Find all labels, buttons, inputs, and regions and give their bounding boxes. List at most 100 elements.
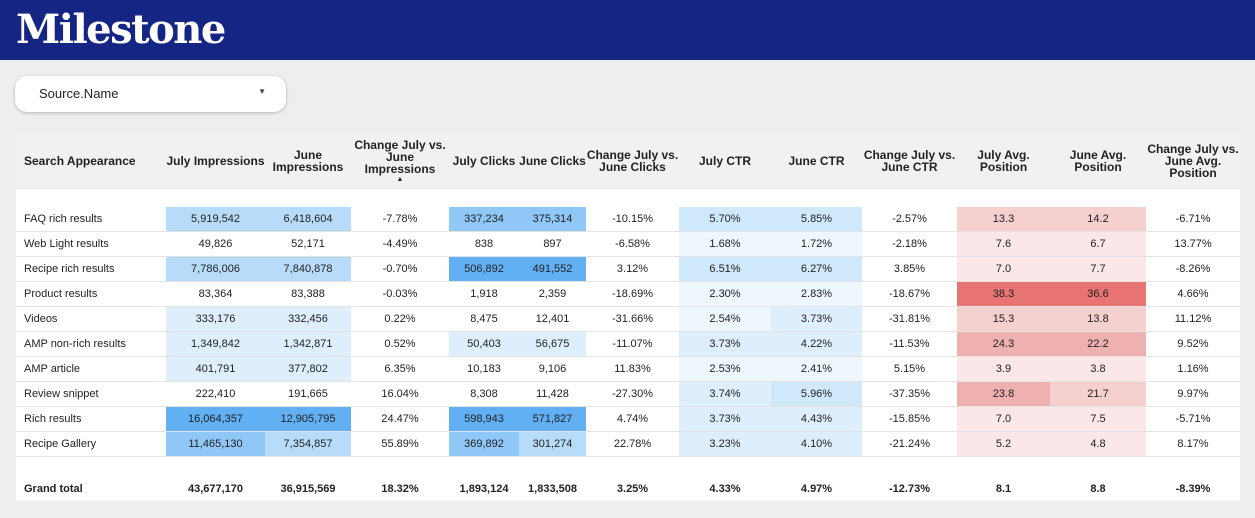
cell-june-ctr: 1.72% (771, 232, 862, 256)
column-header-july-ctr[interactable]: July CTR (679, 133, 771, 189)
column-header-change-july-vs-june-ctr[interactable]: Change July vs. June CTR (862, 133, 957, 189)
total-change-july-vs-june-ctr: -12.73% (889, 483, 930, 495)
cell-july-avg-position: 24.3 (957, 332, 1050, 356)
cell-change-july-vs-june-impressions: 24.47% (381, 413, 419, 425)
cell-july-ctr: 3.74% (679, 382, 771, 406)
cell-july-impressions: 7,786,006 (166, 257, 265, 281)
cell-july-impressions: 401,791 (166, 357, 265, 381)
cell-july-avg-position: 23.8 (957, 382, 1050, 406)
table-row-recipe-gallery[interactable]: Recipe Gallery 11,465,130 7,354,857 55.89% 3… (16, 432, 1240, 457)
cell-july-clicks: 598,943 (449, 407, 519, 431)
cell-change-july-vs-june-impressions: -0.03% (382, 288, 418, 300)
column-header-change-july-vs-june-avg-position[interactable]: Change July vs. June Avg. Position (1146, 133, 1240, 189)
total-july-avg-position: 8.1 (995, 483, 1012, 495)
column-header-june-avg-position[interactable]: June Avg. Position (1050, 133, 1146, 189)
cell-june-clicks: 571,827 (519, 407, 586, 431)
cell-change-july-vs-june-avg-position: 13.77% (1174, 238, 1212, 250)
cell-change-july-vs-june-impressions: 0.52% (384, 338, 416, 350)
cell-june-avg-position: 7.7 (1050, 257, 1146, 281)
table-row-recipe-rich-results[interactable]: Recipe rich results 7,786,006 7,840,878 -0.… (16, 257, 1240, 282)
cell-change-july-vs-june-ctr: -11.53% (889, 338, 930, 350)
cell-june-ctr: 2.41% (771, 357, 862, 381)
column-header-label: June CTR (788, 154, 845, 168)
cell-change-july-vs-june-impressions: -0.70% (382, 263, 418, 275)
cell-june-impressions: 52,171 (291, 238, 325, 250)
cell-june-impressions: 1,342,871 (265, 332, 351, 356)
table-row-amp-non-rich-results[interactable]: AMP non-rich results 1,349,842 1,342,871 0.… (16, 332, 1240, 357)
column-header-july-impressions[interactable]: July Impressions (166, 133, 265, 189)
cell-july-clicks: 506,892 (449, 257, 519, 281)
cell-change-july-vs-june-clicks: -31.66% (612, 313, 653, 325)
cell-change-july-vs-june-avg-position: 9.52% (1177, 338, 1209, 350)
total-july-ctr: 4.33% (709, 483, 741, 495)
cell-june-avg-position: 22.2 (1050, 332, 1146, 356)
column-header-label: July CTR (698, 154, 751, 168)
column-header-change-july-vs-june-clicks[interactable]: Change July vs. June Clicks (586, 133, 679, 189)
cell-june-ctr: 2.83% (771, 282, 862, 306)
row-label: Rich results (24, 413, 82, 425)
column-header-label: Change July vs. June Impressions (354, 137, 446, 176)
cell-change-july-vs-june-impressions: -4.49% (382, 238, 418, 250)
column-header-search-appearance[interactable]: Search Appearance (16, 133, 166, 189)
table-row-product-results[interactable]: Product results 83,364 83,388 -0.03% 1,918 2,… (16, 282, 1240, 307)
table-header: Search Appearance July Impressions June Im… (16, 133, 1240, 189)
cell-june-ctr: 4.43% (771, 407, 862, 431)
cell-july-impressions: 16,064,357 (166, 407, 265, 431)
cell-july-impressions: 5,919,542 (166, 207, 265, 231)
row-label: Web Light results (24, 238, 109, 250)
cell-july-clicks: 8,308 (470, 388, 498, 400)
row-label: AMP article (24, 363, 81, 375)
cell-change-july-vs-june-clicks: 3.12% (616, 263, 649, 275)
cell-change-july-vs-june-ctr: -15.85% (889, 413, 930, 425)
table-row-amp-article[interactable]: AMP article 401,791 377,802 6.35% 10,183 9,10… (16, 357, 1240, 382)
total-june-impressions: 36,915,569 (280, 483, 336, 495)
column-header-label: June Clicks (519, 154, 586, 168)
cell-june-clicks: 491,552 (519, 257, 586, 281)
source-name-filter-dropdown[interactable]: Source.Name ▼ (15, 76, 286, 112)
cell-change-july-vs-june-ctr: -18.67% (889, 288, 930, 300)
table-row-web-light-results[interactable]: Web Light results 49,826 52,171 -4.49% 838 89… (16, 232, 1240, 257)
cell-july-ctr: 3.23% (679, 432, 771, 456)
cell-july-ctr: 5.70% (679, 207, 771, 231)
cell-july-avg-position: 7.0 (957, 407, 1050, 431)
cell-change-july-vs-june-avg-position: 11.12% (1174, 313, 1212, 325)
cell-july-clicks: 369,892 (449, 432, 519, 456)
row-label: Product results (24, 288, 98, 300)
cell-change-july-vs-june-avg-position: 8.17% (1177, 438, 1209, 450)
cell-july-clicks: 8,475 (470, 313, 498, 325)
cell-june-impressions: 332,456 (265, 307, 351, 331)
cell-july-clicks: 10,183 (467, 363, 501, 375)
column-header-label: July Clicks (452, 154, 516, 168)
cell-change-july-vs-june-clicks: -18.69% (612, 288, 653, 300)
cell-june-impressions: 7,840,878 (265, 257, 351, 281)
column-header-july-clicks[interactable]: July Clicks (449, 133, 519, 189)
cell-change-july-vs-june-ctr: 5.15% (893, 363, 926, 375)
cell-change-july-vs-june-avg-position: -6.71% (1175, 213, 1211, 225)
cell-change-july-vs-june-clicks: -27.30% (612, 388, 653, 400)
table-row-videos[interactable]: Videos 333,176 332,456 0.22% 8,475 12,401 -31.… (16, 307, 1240, 332)
table-row-faq-rich-results[interactable]: FAQ rich results 5,919,542 6,418,604 -7.78%… (16, 207, 1240, 232)
table-row-rich-results[interactable]: Rich results 16,064,357 12,905,795 24.47% 59… (16, 407, 1240, 432)
cell-july-clicks: 337,234 (449, 207, 519, 231)
cell-june-impressions: 7,354,857 (265, 432, 351, 456)
total-change-july-vs-june-clicks: 3.25% (616, 483, 649, 495)
cell-change-july-vs-june-ctr: -31.81% (889, 313, 930, 325)
table-row-review-snippet[interactable]: Review snippet 222,410 191,665 16.04% 8,308 1… (16, 382, 1240, 407)
cell-june-clicks: 12,401 (535, 313, 570, 325)
cell-change-july-vs-june-ctr: -2.57% (892, 213, 927, 225)
cell-change-july-vs-june-clicks: 22.78% (613, 438, 652, 450)
column-header-june-ctr[interactable]: June CTR (771, 133, 862, 189)
cell-change-july-vs-june-clicks: 11.83% (614, 363, 651, 375)
cell-change-july-vs-june-clicks: -10.15% (612, 213, 653, 225)
row-label: FAQ rich results (24, 213, 103, 225)
cell-change-july-vs-june-impressions: 6.35% (384, 363, 416, 375)
top-bar: Milestone (0, 0, 1255, 60)
cell-july-avg-position: 7.6 (957, 232, 1050, 256)
column-header-june-impressions[interactable]: June Impressions (265, 133, 351, 189)
column-header-june-clicks[interactable]: June Clicks (519, 133, 586, 189)
cell-july-clicks: 1,918 (470, 288, 498, 300)
cell-change-july-vs-june-impressions: 0.22% (384, 313, 416, 325)
column-header-july-avg-position[interactable]: July Avg. Position (957, 133, 1050, 189)
column-header-change-july-vs-june-impressions[interactable]: Change July vs. June Impressions ▲ (351, 133, 449, 189)
cell-july-impressions: 222,410 (195, 388, 236, 400)
